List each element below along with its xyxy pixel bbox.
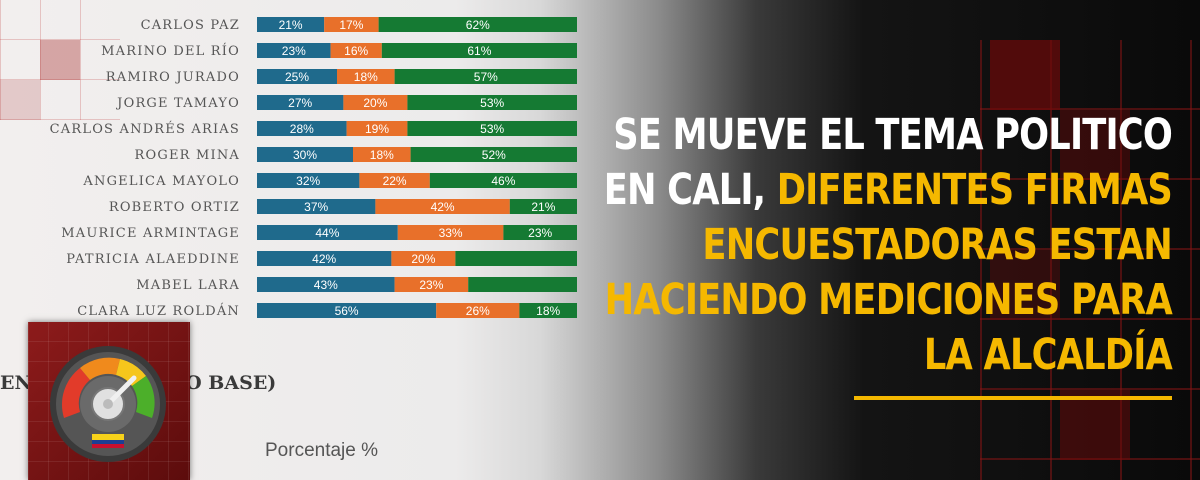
category-label: JORGE TAMAYO [115, 96, 240, 111]
data-label: 18% [370, 148, 394, 162]
bar-segment [257, 225, 398, 240]
bar-segment [455, 251, 577, 266]
category-label: MABEL LARA [136, 278, 240, 293]
axis-caption: Porcentaje % [265, 440, 379, 461]
bar-segment [330, 43, 382, 58]
background-square [990, 250, 1060, 320]
headline: SE MUEVE EL TEMA POLITICO EN CALI, DIFER… [598, 108, 1173, 383]
bar-segment [381, 43, 577, 58]
data-label: 22% [383, 174, 407, 188]
data-label: 62% [466, 18, 490, 32]
data-label: 25% [285, 70, 309, 84]
data-label: 28% [290, 122, 314, 136]
bar-segment [519, 303, 577, 318]
data-label: 32% [296, 174, 320, 188]
bar-segment [257, 121, 347, 136]
bar-segment [353, 147, 411, 162]
bar-segment [257, 251, 392, 266]
data-label: 53% [480, 122, 504, 136]
data-label: 26% [466, 304, 490, 318]
bar-segment [257, 69, 337, 84]
bar-segment [257, 277, 395, 292]
data-label: 42% [312, 252, 336, 266]
bar-segment [257, 17, 325, 32]
bar-segment [257, 147, 353, 162]
data-label: 57% [474, 70, 498, 84]
data-label: 18% [354, 70, 378, 84]
bar-segment [397, 225, 504, 240]
data-label: 30% [293, 148, 317, 162]
headline-white-text: SE MUEVE EL TEMA POLITICO EN CALI, [603, 110, 1173, 215]
bar-segment [429, 173, 577, 188]
data-label: 61% [467, 44, 491, 58]
data-label: 21% [531, 200, 555, 214]
data-label: 20% [363, 96, 387, 110]
category-label: CARLOS PAZ [141, 18, 240, 33]
category-label: CLARA LUZ ROLDÁN [77, 303, 240, 319]
bar-segment [337, 69, 395, 84]
category-label: RAMIRO JURADO [106, 70, 240, 85]
bar-segment [378, 17, 577, 32]
data-label: 20% [411, 252, 435, 266]
category-label: MARINO DEL RÍO [101, 43, 240, 59]
category-label: ROGER MINA [135, 148, 240, 163]
category-label: ANGELICA MAYOLO [82, 174, 240, 189]
bar-segment [257, 95, 344, 110]
data-label: 33% [439, 226, 463, 240]
bar-segment [257, 43, 331, 58]
bar-segment [436, 303, 520, 318]
bar-segment [407, 95, 577, 110]
bar-segment [257, 303, 437, 318]
headline-underline [854, 396, 1172, 400]
bar-segment [509, 199, 577, 214]
bar-segment [343, 95, 408, 110]
data-label: 23% [419, 278, 443, 292]
background-square [990, 40, 1060, 110]
data-label: 23% [282, 44, 306, 58]
bar-segment [503, 225, 577, 240]
data-label: 46% [491, 174, 515, 188]
bar-segment [394, 277, 469, 292]
data-label: 52% [482, 148, 506, 162]
speedometer-gauge-icon [50, 346, 166, 462]
data-label: 37% [304, 200, 328, 214]
background-square [40, 40, 80, 80]
background-grid-right [980, 40, 1200, 480]
data-label: 19% [365, 122, 389, 136]
data-label: 17% [339, 18, 363, 32]
background-grid-left [0, 0, 120, 120]
bar-segment [410, 147, 577, 162]
category-label: ROBERTO ORTIZ [109, 200, 240, 215]
data-label: 23% [528, 226, 552, 240]
data-label: 27% [288, 96, 312, 110]
bar-segment [375, 199, 510, 214]
bar-segment [324, 17, 379, 32]
bar-segment [468, 277, 577, 292]
background-square [1060, 110, 1130, 180]
bar-segment [394, 69, 577, 84]
gauge-card [28, 322, 190, 480]
stacked-bar-chart: CARLOS PAZ 21% 17% 62% MARINO DEL RÍO 23% 16% 6… [50, 17, 577, 319]
headline-yellow-text: DIFERENTES FIRMAS ENCUESTADORAS ESTAN HA… [604, 165, 1173, 380]
bar-segment [257, 199, 376, 214]
data-label: 56% [335, 304, 359, 318]
data-label: 53% [480, 96, 504, 110]
bar-segment [391, 251, 456, 266]
bar-segment [407, 121, 577, 136]
bar-segment [359, 173, 430, 188]
data-label: 42% [431, 200, 455, 214]
category-label: CARLOS ANDRÉS ARIAS [50, 121, 240, 137]
data-label: 44% [315, 226, 339, 240]
bar-segment [257, 173, 360, 188]
background-square [1060, 390, 1130, 460]
background-square [0, 80, 40, 120]
category-label: PATRICIA ALAEDDINE [66, 252, 240, 267]
data-label: 16% [344, 44, 368, 58]
data-label: 43% [314, 278, 338, 292]
bar-segment [346, 121, 408, 136]
category-label: MAURICE ARMINTAGE [61, 226, 240, 241]
data-label: 18% [536, 304, 560, 318]
data-label: 21% [279, 18, 303, 32]
